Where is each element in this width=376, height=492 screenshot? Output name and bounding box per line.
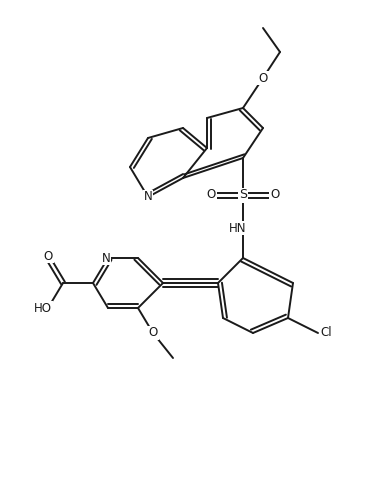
Text: O: O <box>43 249 53 263</box>
Text: S: S <box>239 188 247 202</box>
Text: O: O <box>206 188 215 202</box>
Text: O: O <box>258 71 268 85</box>
Text: HN: HN <box>229 221 247 235</box>
Text: O: O <box>149 327 158 339</box>
Text: N: N <box>144 190 152 204</box>
Text: N: N <box>102 251 111 265</box>
Text: Cl: Cl <box>320 327 332 339</box>
Text: HO: HO <box>34 302 52 314</box>
Text: O: O <box>270 188 280 202</box>
